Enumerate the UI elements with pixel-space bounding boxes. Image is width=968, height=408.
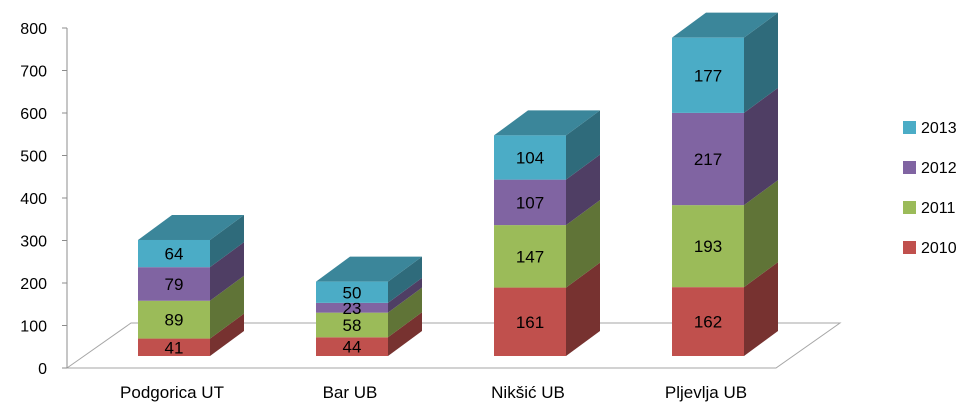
bar-segment-side xyxy=(388,287,422,338)
bar-segment xyxy=(672,287,744,356)
bar-segment-side xyxy=(566,154,600,226)
bar-segment xyxy=(494,225,566,288)
bar-segment-side xyxy=(210,275,244,339)
bar-segment xyxy=(672,205,744,288)
bar-segment-side xyxy=(210,242,244,301)
legend-label: 2011 xyxy=(921,200,956,217)
data-label: 79 xyxy=(165,275,184,294)
bar-segment xyxy=(494,179,566,226)
data-label: 58 xyxy=(343,316,362,335)
bar-segment-side xyxy=(210,214,244,268)
y-tick-label: 600 xyxy=(20,106,47,123)
legend-label: 2013 xyxy=(921,120,957,137)
bar-segment xyxy=(316,281,388,303)
legend-item: 2011 xyxy=(903,200,956,217)
y-tick-label: 500 xyxy=(20,149,47,166)
data-label: 104 xyxy=(516,149,544,168)
y-tick-label: 0 xyxy=(38,361,47,378)
data-label: 89 xyxy=(165,311,184,330)
bar-segment xyxy=(316,312,388,338)
bar-segment-side xyxy=(210,313,244,356)
bar-segment-side xyxy=(744,262,778,356)
data-label: 107 xyxy=(516,193,544,212)
y-tick-label: 800 xyxy=(20,21,47,38)
floor-outline xyxy=(65,322,842,369)
legend-swatch xyxy=(903,161,916,174)
category-label: Podgorica UT xyxy=(120,383,224,402)
data-label: 50 xyxy=(343,283,362,302)
data-label: 147 xyxy=(516,247,544,266)
category-label: Nikšić UB xyxy=(491,383,565,402)
bar-segment-top xyxy=(316,256,422,282)
bar-segment-side xyxy=(388,277,422,313)
bar-segment xyxy=(138,239,210,268)
y-tick-label: 200 xyxy=(20,276,47,293)
data-label: 64 xyxy=(165,245,184,264)
category-labels: Podgorica UT Bar UB Nikšić UB Pljevlja UB xyxy=(120,383,747,402)
bar-segment xyxy=(672,37,744,113)
legend-item: 2012 xyxy=(903,160,957,177)
category-label: Pljevlja UB xyxy=(665,383,747,402)
legend-swatch xyxy=(903,121,916,134)
bar-segment xyxy=(138,267,210,301)
bar-segment-side xyxy=(566,200,600,288)
data-label: 217 xyxy=(694,150,722,169)
y-tick-label: 400 xyxy=(20,191,47,208)
bar-segment xyxy=(138,300,210,339)
bar-segment xyxy=(672,112,744,206)
data-label: 162 xyxy=(694,313,722,332)
legend-label: 2010 xyxy=(921,240,957,257)
y-tick-label: 100 xyxy=(20,319,47,336)
bar-segment xyxy=(494,287,566,356)
bar-segment-top xyxy=(138,214,244,240)
legend-item: 2013 xyxy=(903,120,957,137)
data-label: 177 xyxy=(694,66,722,85)
bar-segment-side xyxy=(566,110,600,180)
bar-segment-side xyxy=(566,262,600,356)
bar-stack: 41 89 79 64 xyxy=(138,214,244,357)
legend: 2013 2012 2011 2010 xyxy=(903,120,957,257)
y-tick-label: 700 xyxy=(20,64,47,81)
data-label: 23 xyxy=(343,299,362,318)
bar-stack: 162 193 217 177 xyxy=(672,12,778,356)
chart-floor xyxy=(65,322,842,369)
data-label: 161 xyxy=(516,313,544,332)
bar-segment-side xyxy=(388,256,422,303)
bar-segment-side xyxy=(744,180,778,288)
value-axis: 0 100 200 300 400 500 600 700 800 xyxy=(20,21,68,378)
bar-segment-side xyxy=(744,12,778,113)
category-label: Bar UB xyxy=(323,383,378,402)
bar-segment-top xyxy=(672,12,778,38)
data-label: 41 xyxy=(165,338,184,357)
y-tick-label: 300 xyxy=(20,234,47,251)
bar-segment xyxy=(494,135,566,180)
bar-segment xyxy=(138,338,210,356)
legend-swatch xyxy=(903,201,916,214)
bar-stack: 161 147 107 104 xyxy=(494,110,600,356)
legend-label: 2012 xyxy=(921,160,957,177)
legend-swatch xyxy=(903,241,916,254)
bar-segment xyxy=(316,302,388,313)
bar-segment xyxy=(316,337,388,356)
bar-segment-side xyxy=(388,312,422,356)
data-label: 193 xyxy=(694,237,722,256)
bar-segment-top xyxy=(494,110,600,136)
bar-segment-side xyxy=(744,87,778,206)
legend-item: 2010 xyxy=(903,240,957,257)
data-label: 44 xyxy=(343,338,362,357)
